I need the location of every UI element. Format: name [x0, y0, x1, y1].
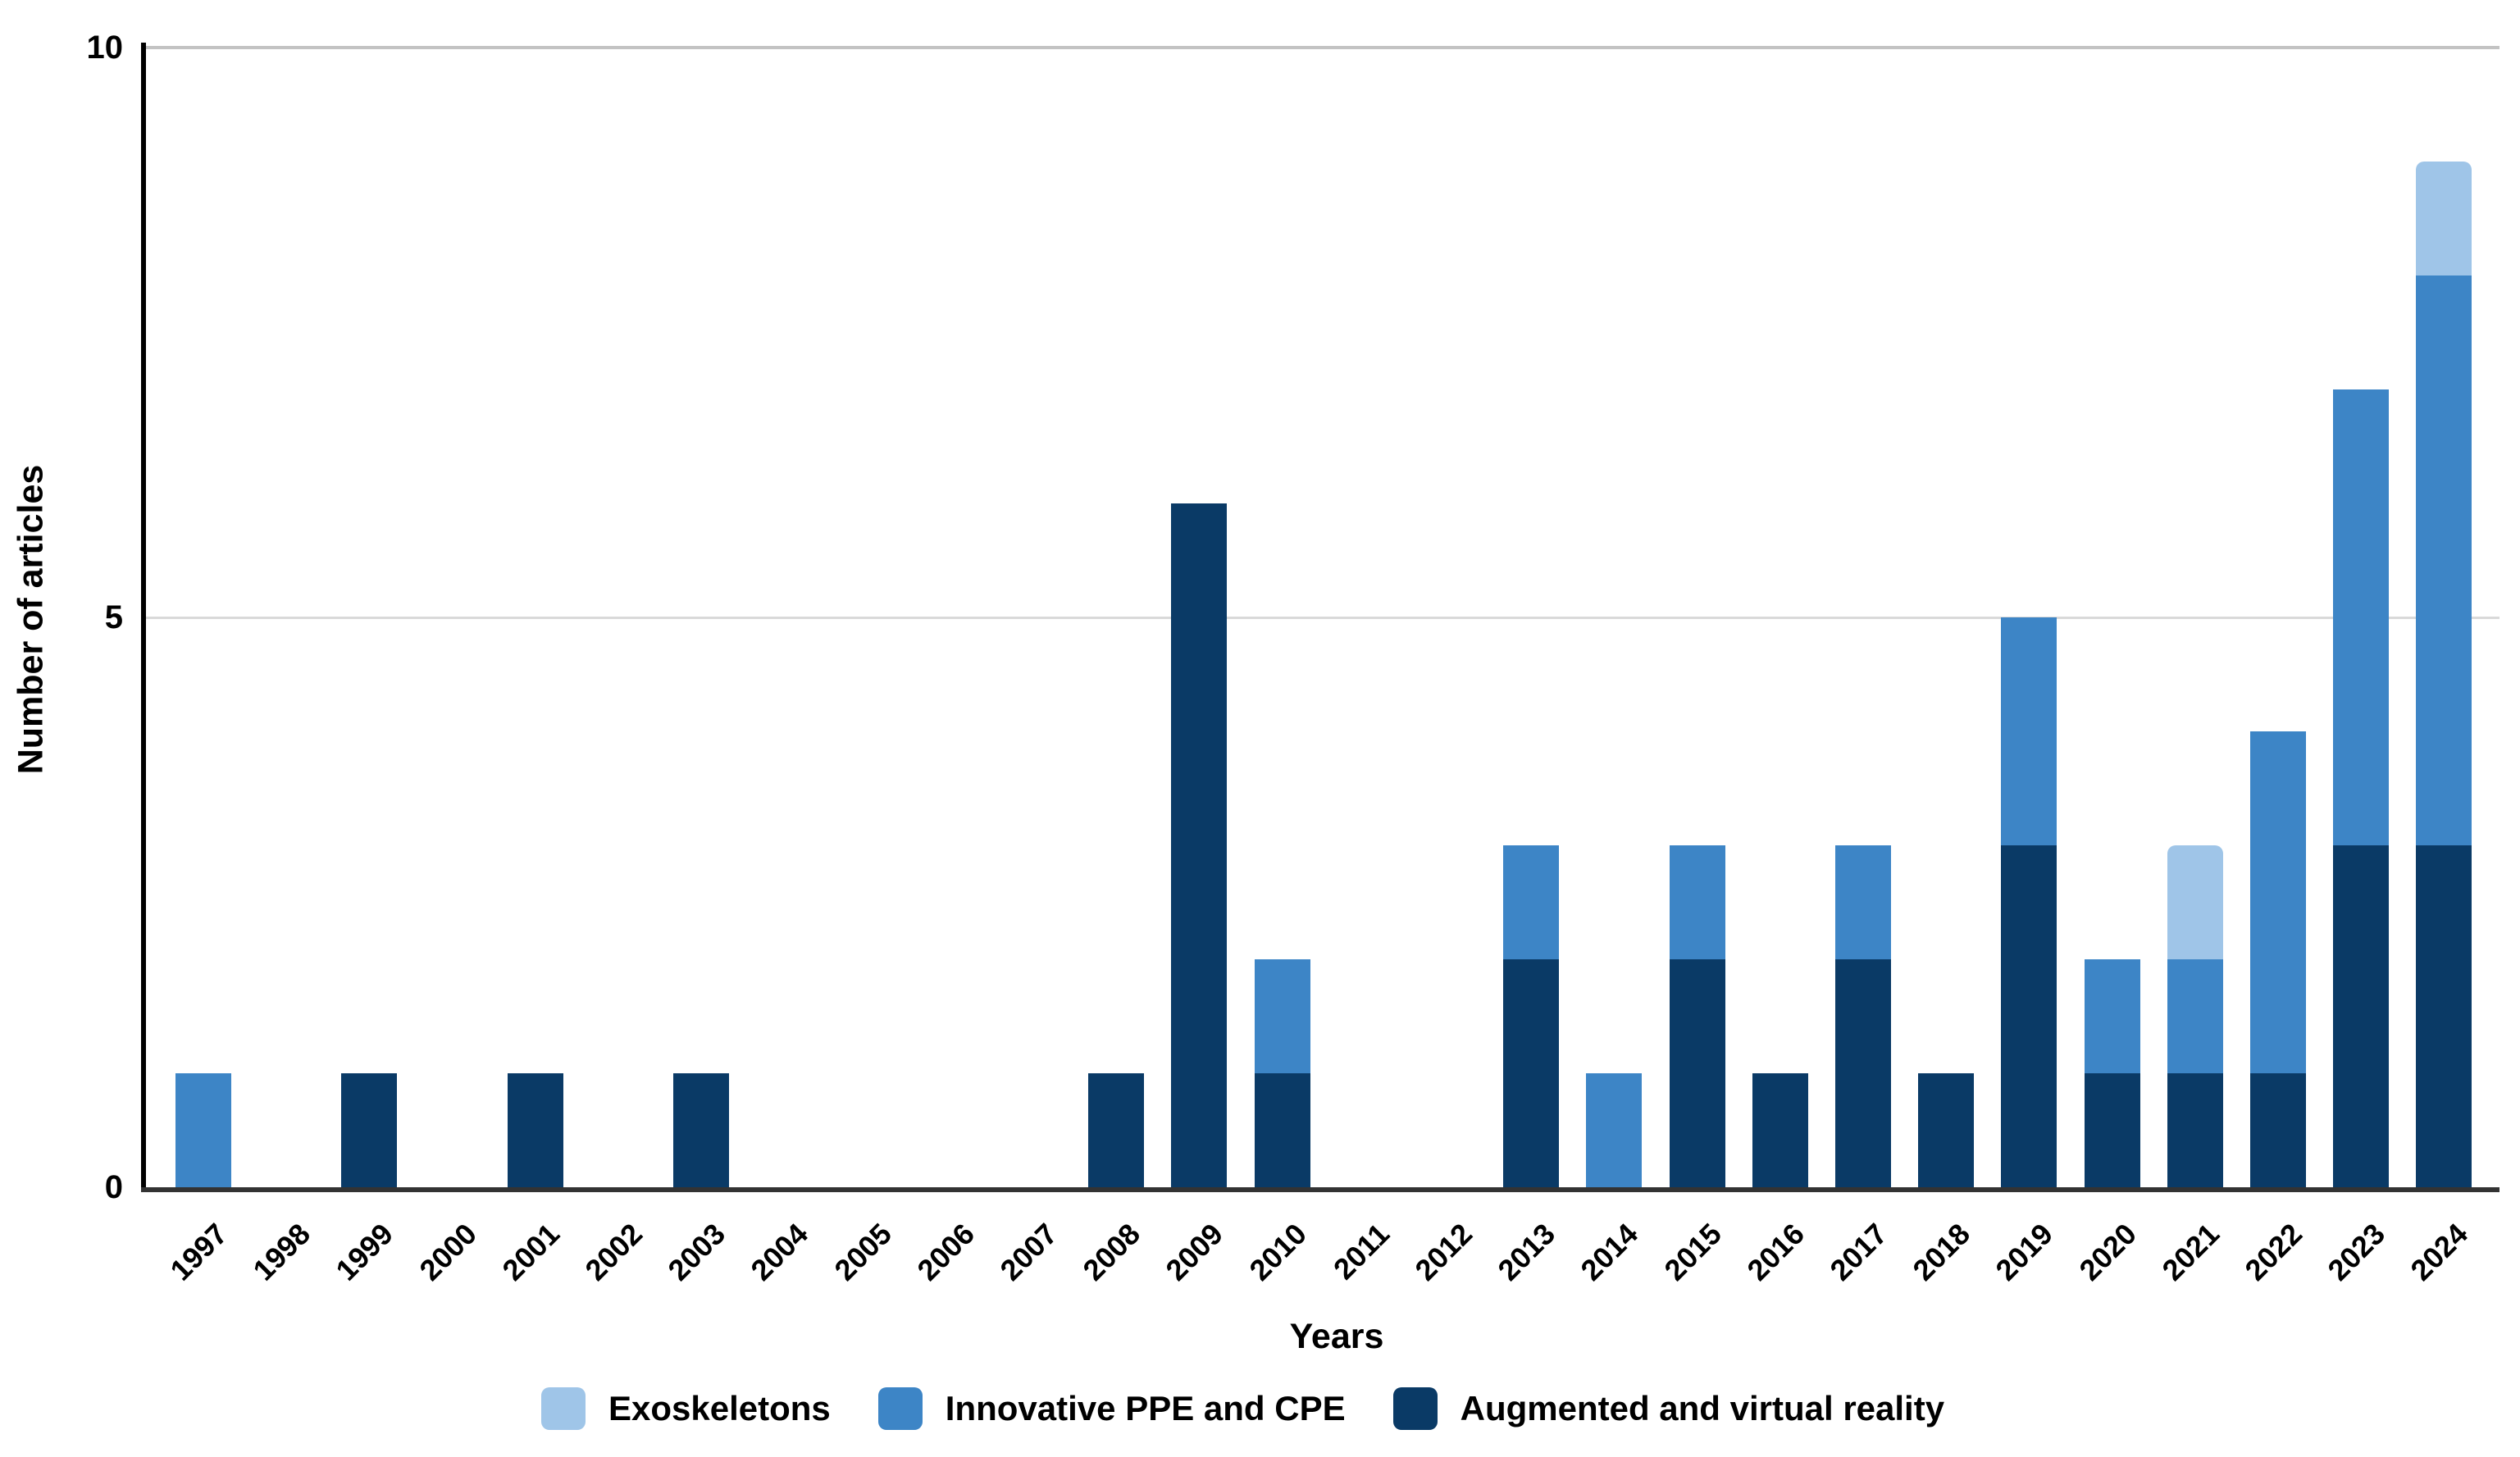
x-tick-label-2013: 2013	[1491, 1217, 1562, 1287]
bar-segment-innovative-ppe-and-cpe-2015	[1669, 845, 1725, 959]
bar-segment-augmented-and-virtual-reality-2019	[2001, 845, 2057, 1187]
x-tick-label-2000: 2000	[412, 1217, 483, 1287]
legend-label-innovative-ppe-and-cpe: Innovative PPE and CPE	[945, 1389, 1346, 1427]
bar-segment-innovative-ppe-and-cpe-2017	[1835, 845, 1891, 959]
bar-segment-augmented-and-virtual-reality-2010	[1254, 1073, 1310, 1187]
bar-segment-augmented-and-virtual-reality-2008	[1088, 1073, 1145, 1187]
legend-swatch-exoskeletons	[541, 1387, 586, 1430]
x-tick-label-2017: 2017	[1823, 1217, 1893, 1287]
bar-segment-exoskeletons-2021	[2167, 845, 2223, 959]
bar-segment-innovative-ppe-and-cpe-2014	[1586, 1073, 1643, 1187]
bar-segment-augmented-and-virtual-reality-2018	[1918, 1073, 1975, 1187]
gridline-y-5	[146, 616, 2499, 619]
plot-area	[146, 46, 2499, 1187]
bar-segment-innovative-ppe-and-cpe-2022	[2250, 731, 2306, 1073]
bar-segment-augmented-and-virtual-reality-2003	[673, 1073, 730, 1187]
bar-segment-innovative-ppe-and-cpe-2024	[2416, 275, 2472, 845]
x-tick-label-2012: 2012	[1408, 1217, 1479, 1287]
bar-segment-augmented-and-virtual-reality-2017	[1835, 959, 1891, 1187]
x-tick-label-2015: 2015	[1656, 1217, 1728, 1287]
bar-segment-augmented-and-virtual-reality-1999	[341, 1073, 398, 1187]
x-tick-label-2016: 2016	[1740, 1217, 1811, 1287]
x-tick-label-2008: 2008	[1076, 1217, 1147, 1287]
y-tick-label-10: 10	[86, 30, 124, 66]
bar-segment-innovative-ppe-and-cpe-2013	[1503, 845, 1560, 959]
x-tick-label-1998: 1998	[246, 1217, 317, 1287]
legend-item-augmented-and-virtual-reality: Augmented and virtual reality	[1392, 1387, 1945, 1430]
legend-label-exoskeletons: Exoskeletons	[608, 1389, 831, 1427]
bar-segment-augmented-and-virtual-reality-2015	[1669, 959, 1725, 1187]
bar-segment-innovative-ppe-and-cpe-2020	[2084, 959, 2140, 1073]
x-tick-label-2005: 2005	[827, 1217, 898, 1287]
legend-swatch-augmented-and-virtual-reality	[1392, 1387, 1438, 1430]
x-tick-label-2019: 2019	[1989, 1217, 2060, 1287]
bar-segment-augmented-and-virtual-reality-2021	[2167, 1073, 2223, 1187]
x-tick-label-1999: 1999	[329, 1217, 400, 1287]
y-tick-label-5: 5	[104, 599, 123, 635]
x-tick-label-2007: 2007	[993, 1217, 1064, 1287]
legend-item-exoskeletons: Exoskeletons	[541, 1387, 831, 1430]
bar-segment-augmented-and-virtual-reality-2024	[2416, 845, 2472, 1187]
legend-swatch-innovative-ppe-and-cpe	[877, 1387, 923, 1430]
y-tick-label-0: 0	[104, 1169, 123, 1205]
legend: Exoskeletons Innovative PPE and CPE Augmen…	[541, 1387, 1944, 1430]
x-tick-label-2001: 2001	[495, 1217, 566, 1287]
bar-segment-innovative-ppe-and-cpe-2023	[2333, 389, 2390, 845]
bar-segment-augmented-and-virtual-reality-2013	[1503, 959, 1560, 1187]
x-tick-label-1997: 1997	[163, 1217, 234, 1287]
x-tick-label-2003: 2003	[661, 1217, 732, 1287]
bar-segment-augmented-and-virtual-reality-2023	[2333, 845, 2390, 1187]
x-tick-label-2014: 2014	[1574, 1217, 1645, 1287]
x-tick-label-2022: 2022	[2238, 1217, 2308, 1287]
gridline-y-10	[146, 46, 2499, 49]
x-tick-label-2024: 2024	[2404, 1217, 2475, 1287]
bar-segment-augmented-and-virtual-reality-2022	[2250, 1073, 2306, 1187]
bar-segment-innovative-ppe-and-cpe-2019	[2001, 617, 2057, 845]
y-axis-line	[141, 43, 146, 1192]
x-tick-label-2010: 2010	[1242, 1217, 1313, 1287]
x-axis-line	[141, 1187, 2499, 1192]
bar-segment-augmented-and-virtual-reality-2016	[1752, 1073, 1808, 1187]
bar-segment-augmented-and-virtual-reality-2020	[2084, 1073, 2140, 1187]
bar-segment-innovative-ppe-and-cpe-1997	[175, 1073, 231, 1187]
x-tick-label-2011: 2011	[1326, 1217, 1396, 1286]
x-tick-label-2004: 2004	[744, 1217, 815, 1287]
x-tick-label-2018: 2018	[1906, 1217, 1977, 1287]
bar-segment-augmented-and-virtual-reality-2001	[507, 1073, 563, 1187]
legend-label-augmented-and-virtual-reality: Augmented and virtual reality	[1460, 1389, 1945, 1427]
bar-segment-exoskeletons-2024	[2416, 162, 2472, 275]
bar-segment-innovative-ppe-and-cpe-2010	[1254, 959, 1310, 1073]
x-axis-title: Years	[1289, 1317, 1384, 1356]
x-tick-label-2009: 2009	[1159, 1217, 1230, 1287]
bar-segment-augmented-and-virtual-reality-2009	[1171, 503, 1228, 1187]
x-tick-label-2002: 2002	[578, 1217, 649, 1287]
x-tick-label-2023: 2023	[2321, 1217, 2392, 1287]
bar-segment-innovative-ppe-and-cpe-2021	[2167, 959, 2223, 1073]
x-tick-label-2020: 2020	[2071, 1217, 2143, 1287]
legend-item-innovative-ppe-and-cpe: Innovative PPE and CPE	[877, 1387, 1346, 1430]
x-tick-label-2021: 2021	[2155, 1217, 2226, 1287]
x-tick-label-2006: 2006	[910, 1217, 981, 1287]
